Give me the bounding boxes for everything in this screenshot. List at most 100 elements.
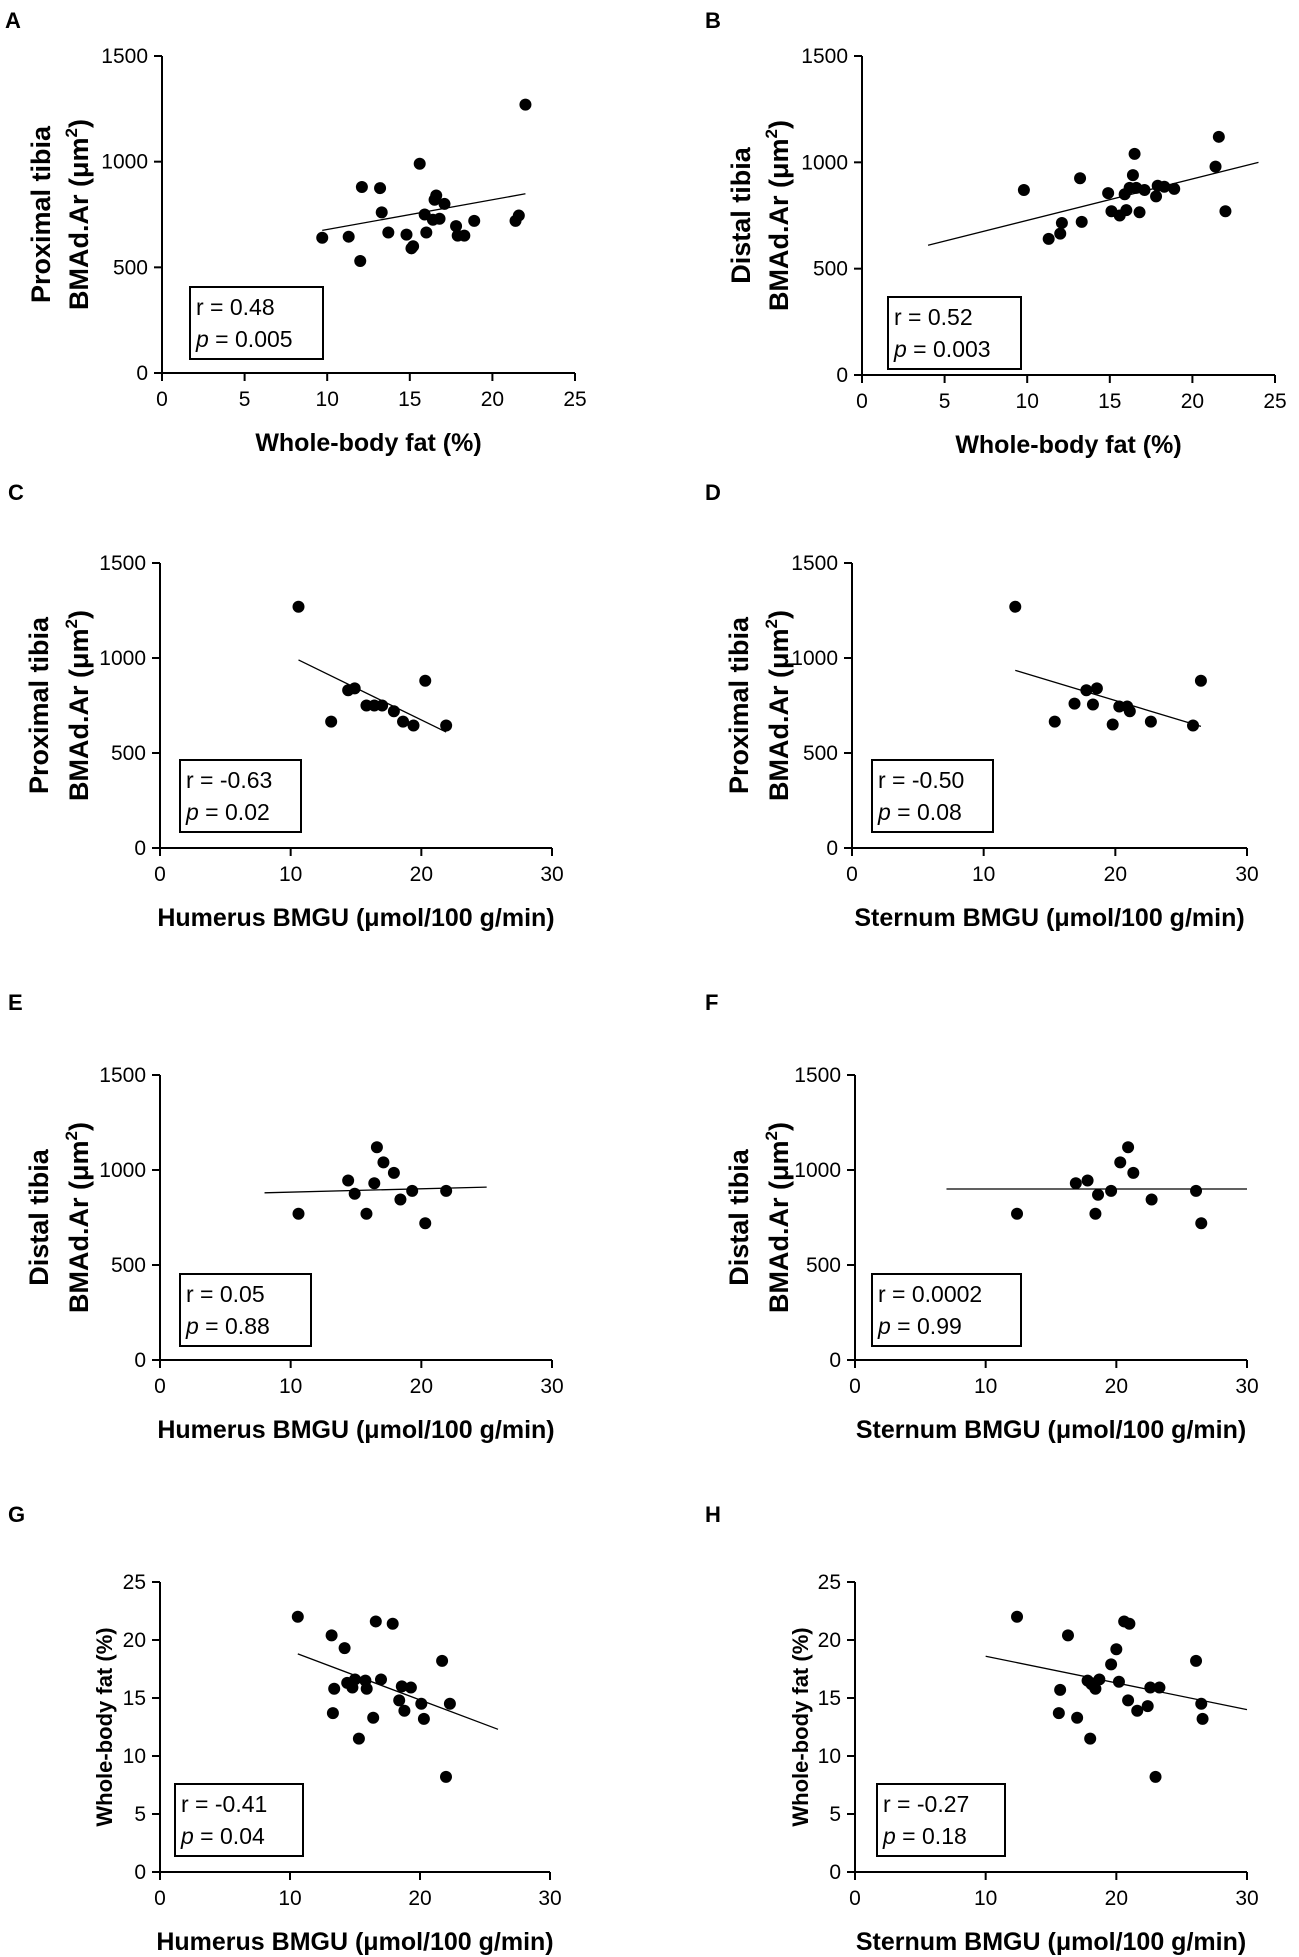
y-tick-label: 1500 [791,552,838,575]
data-point [512,209,525,222]
y-axis-label: Whole-body fat (%) [788,1627,813,1826]
stat-p-value: = 0.005 [209,326,293,352]
y-tick-label: 1500 [794,1064,841,1087]
data-point [386,1617,399,1630]
stat-p: p = 0.99 [877,1313,962,1339]
y-label-superscript: 2 [762,619,781,628]
data-point [1092,1188,1105,1201]
data-point [1068,697,1081,710]
stats-box [876,1783,1006,1857]
stat-r: r = 0.52 [894,304,973,330]
y-tick-label: 5 [829,1803,841,1826]
data-point [395,1680,408,1693]
data-point [1011,1610,1024,1623]
data-point [328,1682,341,1695]
data-point [1089,1682,1102,1695]
panel-letter: H [705,1502,721,1527]
stat-p-value: = 0.04 [194,1823,265,1849]
panel-h: H 0 5 10 15 20 25 0 10 20 30 Sternum BMGU (μmol/100… [705,1502,1259,1956]
y-axis-label-line2: BMAd.Ar (μm2) [62,1122,94,1313]
stat-r: r = 0.05 [186,1281,265,1307]
y-tick-label: 1000 [794,1159,841,1182]
x-axis-label: Sternum BMGU (μmol/100 g/min) [856,1416,1246,1444]
stat-p-symbol: p [877,1313,891,1339]
data-point [1168,182,1181,195]
x-tick-label: 5 [239,388,251,411]
data-point [1054,227,1067,240]
data-point [1120,204,1133,217]
data-point [1145,1193,1158,1206]
x-tick-label: 10 [974,1887,997,1910]
data-point [394,1193,407,1206]
x-tick-label: 0 [154,1375,166,1398]
x-tick-label: 30 [1235,1375,1258,1398]
data-point [1131,1704,1144,1717]
data-point [1105,1184,1118,1197]
data-point [376,699,389,712]
data-point [1048,715,1061,728]
data-point [1144,1681,1157,1694]
y-tick-label: 10 [818,1745,841,1768]
y-label-close: ) [764,1122,794,1131]
y-label-superscript: 2 [62,1131,81,1140]
y-tick-label: 1000 [99,647,146,670]
x-tick-label: 30 [1235,863,1258,886]
data-point [519,98,532,111]
x-tick-label: 25 [1263,390,1286,413]
data-point [291,1610,304,1623]
x-tick-label: 0 [846,863,858,886]
y-tick-label: 500 [111,1254,146,1277]
y-tick-label: 25 [123,1571,146,1594]
data-point [1017,183,1030,196]
stat-p-value: = 0.88 [199,1313,270,1339]
data-point [1122,1694,1135,1707]
y-tick-label: 20 [818,1629,841,1652]
stat-p-value: = 0.003 [907,336,991,362]
y-axis-label-line1: Distal tibia [24,1148,54,1286]
y-axis-label-line1: Distal tibia [724,1148,754,1286]
data-point [1144,715,1157,728]
x-axis-label: Sternum BMGU (μmol/100 g/min) [854,904,1244,932]
data-point [1141,1700,1154,1713]
data-point [458,229,471,242]
stat-p-symbol: p [185,1313,199,1339]
data-point [355,181,368,194]
y-tick-label: 5 [134,1803,146,1826]
stat-p-symbol: p [882,1823,896,1849]
data-point [440,1184,453,1197]
data-point [430,189,443,202]
data-point [440,1770,452,1783]
panel-letter: C [8,480,24,505]
panel-c: C 0 500 1000 1500 0 10 20 30 Humerus BMGU (μmol/1… [8,480,564,932]
stats-box [871,759,994,833]
regression-line [297,1653,499,1730]
x-tick-label: 10 [1016,390,1039,413]
x-axis-label: Humerus BMGU (μmol/100 g/min) [157,1416,554,1444]
data-point [292,1207,305,1220]
x-tick-label: 0 [154,863,166,886]
y-label-superscript: 2 [762,129,781,138]
data-point [393,1694,406,1707]
stat-p-value: = 0.18 [896,1823,967,1849]
stat-p-symbol: p [877,799,891,825]
data-point [1071,1711,1084,1724]
data-point [419,674,432,687]
data-point [433,212,446,225]
y-tick-label: 500 [806,1254,841,1277]
x-tick-label: 20 [1105,1375,1128,1398]
stat-r: r = 0.48 [196,294,275,320]
data-point [348,682,361,695]
y-tick-label: 500 [813,258,848,281]
x-tick-label: 5 [939,390,951,413]
regression-line [298,659,447,733]
data-point [368,1177,381,1190]
stat-p: p = 0.18 [882,1823,967,1849]
stat-p-symbol: p [185,799,199,825]
data-point [1123,705,1136,718]
y-tick-label: 15 [123,1687,146,1710]
data-point [407,240,420,253]
stat-p: p = 0.005 [195,326,293,352]
y-label-close: ) [764,610,794,619]
panel-letter: A [5,8,21,33]
x-tick-label: 0 [156,388,168,411]
